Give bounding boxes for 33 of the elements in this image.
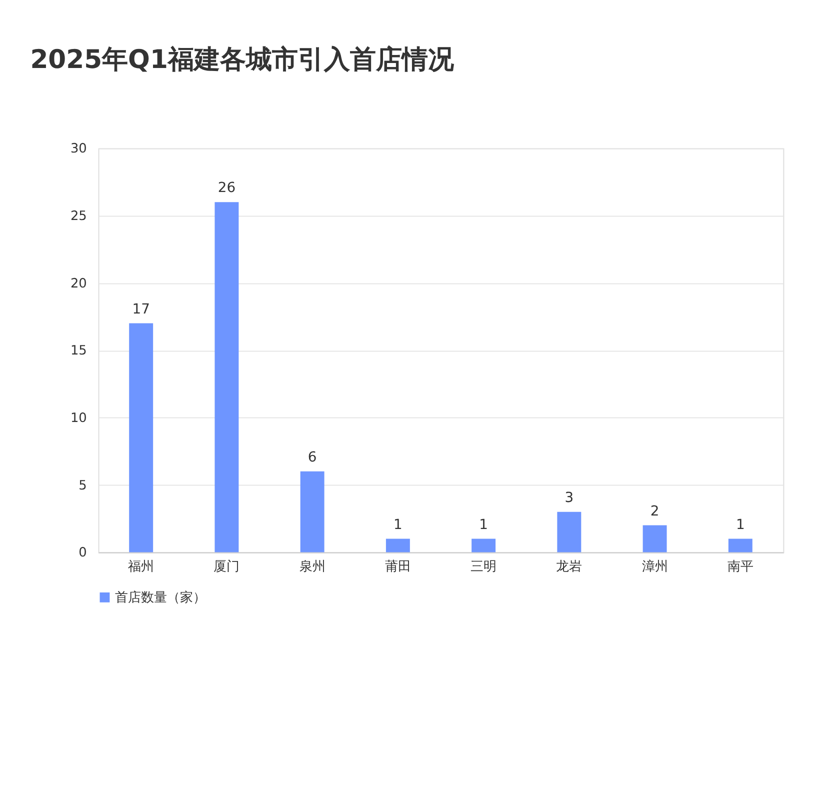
y-tick-label: 5: [78, 478, 87, 494]
data-label: 1: [479, 516, 488, 533]
x-tick-label: 龙岩: [556, 560, 582, 575]
bar: [557, 512, 582, 552]
data-label: 3: [564, 490, 574, 506]
bar: [214, 202, 239, 552]
data-label: 1: [736, 516, 745, 533]
x-tick-label: 厦门: [214, 558, 240, 575]
y-tick-label: 20: [70, 276, 87, 292]
data-label: 6: [308, 450, 317, 466]
data-label: 1: [394, 516, 402, 533]
chart-title: 2025年Q1福建各城市引入首店情况: [30, 44, 455, 75]
y-tick-label: 25: [70, 209, 87, 224]
x-tick-label: 莆田: [384, 560, 411, 575]
bar: [472, 538, 496, 552]
y-tick-label: 30: [70, 142, 87, 157]
bar: [642, 525, 667, 552]
bar: [129, 323, 154, 552]
y-tick-label: 0: [78, 546, 87, 561]
x-tick-label: 三明: [470, 560, 497, 575]
data-label: 2: [650, 503, 660, 520]
bar: [386, 538, 410, 552]
x-tick-label: 泉州: [299, 560, 326, 575]
y-tick-label: 10: [70, 411, 87, 426]
bar: [300, 471, 324, 552]
x-tick-label: 漳州: [642, 560, 668, 575]
x-tick-label: 福州: [128, 560, 154, 575]
data-label: 17: [132, 301, 150, 318]
bar: [728, 538, 752, 552]
y-tick-label: 15: [70, 344, 87, 359]
x-tick-label: 南平: [727, 560, 754, 575]
legend-label: 首店数量（家）: [115, 589, 206, 606]
data-label: 26: [218, 180, 236, 196]
